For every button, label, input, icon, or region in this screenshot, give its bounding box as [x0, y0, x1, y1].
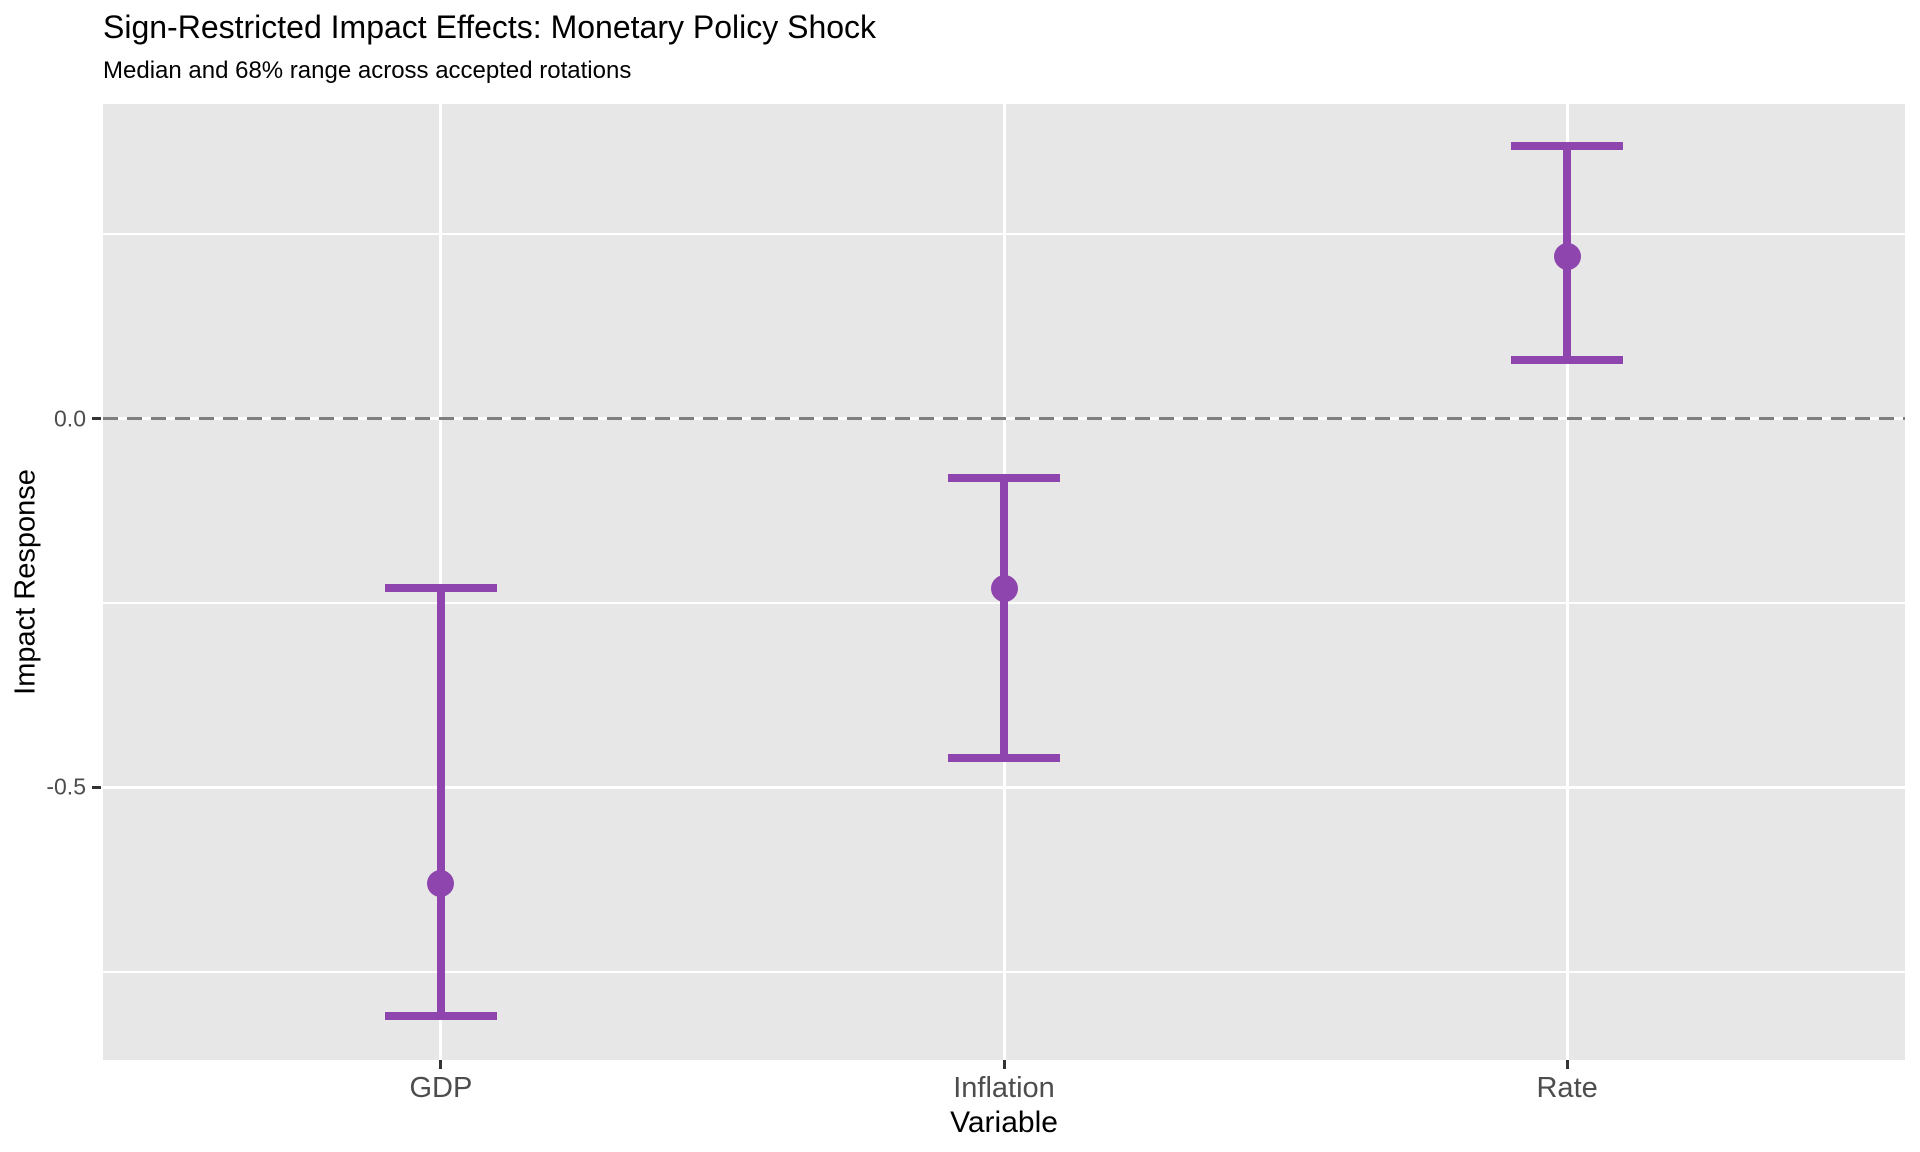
errorbar-cap-upper: [1511, 142, 1624, 150]
y-tick-label: -0.5: [46, 773, 86, 800]
y-axis-title: Impact Response: [9, 469, 42, 695]
median-point: [427, 869, 455, 897]
zero-reference-line: [103, 417, 1905, 421]
median-point: [1553, 243, 1581, 271]
chart-title: Sign-Restricted Impact Effects: Monetary…: [103, 9, 877, 45]
errorbar-cap-lower: [1511, 355, 1624, 364]
errorbar-cap-upper: [948, 473, 1060, 482]
y-tick-label: 0.0: [54, 405, 86, 432]
x-axis-title: Variable: [950, 1106, 1058, 1139]
errorbar-cap-upper: [384, 584, 497, 593]
chart-subtitle: Median and 68% range across accepted rot…: [103, 57, 632, 84]
errorbar-stem: [1000, 477, 1008, 758]
x-axis-tick: [1002, 1060, 1006, 1069]
errorbar-stem: [436, 588, 445, 1016]
x-tick-label-gdp: GDP: [409, 1072, 473, 1104]
x-axis-tick: [1565, 1060, 1569, 1069]
x-axis-tick: [439, 1060, 443, 1069]
x-tick-label-rate: Rate: [1536, 1072, 1598, 1104]
y-axis-tick: [92, 785, 101, 789]
x-major-gridline: [1565, 104, 1569, 1060]
errorbar-cap-lower: [948, 753, 1060, 762]
x-major-gridline: [439, 104, 443, 1060]
errorbar-cap-lower: [384, 1011, 497, 1020]
x-tick-label-inflation: Inflation: [953, 1072, 1055, 1104]
y-axis-tick: [92, 417, 101, 421]
median-point: [990, 574, 1018, 602]
